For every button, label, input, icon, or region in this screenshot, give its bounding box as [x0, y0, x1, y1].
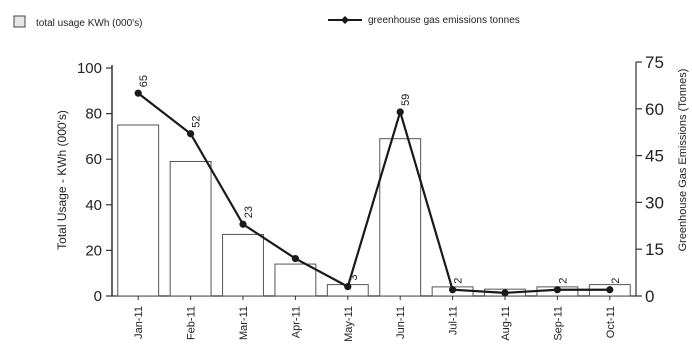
- line-point: [449, 286, 457, 294]
- line-point: [187, 130, 195, 138]
- bar: [169, 160, 212, 297]
- y2-tick-label: 45: [645, 147, 664, 166]
- y2-axis-ticks: 0 15 30 45 60 75: [636, 53, 664, 306]
- emissions-line: 65 52 23 3 59 2 2 2: [134, 75, 622, 297]
- line-point: [553, 286, 562, 294]
- line-point: [396, 108, 404, 116]
- data-label: 52: [191, 116, 203, 128]
- line-point: [291, 254, 299, 263]
- y2-tick-label: 15: [645, 240, 664, 259]
- y2-tick-label: 0: [645, 287, 654, 306]
- legend-bar-swatch: [13, 15, 26, 28]
- line-point: [344, 283, 352, 291]
- x-tick-label: Aug-11: [500, 306, 512, 341]
- y2-axis-title: Greenhouse Gas Emissions (Tonnes): [677, 69, 689, 252]
- y-tick-label: 20: [85, 242, 102, 259]
- data-label: 3: [348, 275, 360, 281]
- y-axis-title: Total Usage - KWh (000's): [55, 110, 69, 250]
- x-tick-label: Jul-11: [448, 306, 460, 335]
- data-label: 2: [557, 278, 569, 284]
- data-label: 23: [243, 206, 255, 218]
- bar: [222, 233, 264, 297]
- y2-tick-label: 60: [645, 100, 664, 119]
- x-tick-label: May-11: [343, 306, 355, 342]
- legend: total usage KWh (000's) greenhouse gas e…: [13, 15, 520, 29]
- y-tick-label: 60: [85, 151, 102, 168]
- y-tick-label: 100: [77, 60, 102, 77]
- x-tick-label: Apr-11: [290, 306, 302, 338]
- line-point: [134, 89, 142, 97]
- line-point: [606, 286, 614, 294]
- x-tick-label: Feb-11: [186, 306, 198, 340]
- line-point: [239, 220, 247, 228]
- data-label: 2: [610, 278, 622, 284]
- legend-bar-label: total usage KWh (000's): [36, 18, 142, 29]
- x-tick-label: Jan-11: [133, 306, 145, 339]
- bar: [274, 263, 317, 297]
- y-tick-label: 0: [94, 288, 102, 305]
- x-tick-label: Oct-11: [605, 306, 617, 338]
- y2-tick-label: 75: [645, 53, 664, 72]
- x-axis-ticks: Jan-11 Feb-11 Mar-11 Apr-11 May-11 Jun-11 Jul-…: [133, 296, 617, 342]
- bars: [117, 124, 631, 297]
- legend-line-label: greenhouse gas emissions tonnes: [368, 15, 520, 26]
- line-path: [137, 92, 610, 294]
- data-label: 2: [453, 278, 465, 284]
- y-tick-label: 40: [85, 197, 102, 214]
- y-axis-ticks: 0 20 40 60 80 100: [77, 60, 112, 305]
- x-tick-label: Mar-11: [238, 306, 250, 340]
- line-point: [501, 289, 509, 297]
- x-tick-label: Sep-11: [552, 306, 564, 341]
- bar: [117, 124, 160, 297]
- legend-line-marker: [341, 16, 349, 24]
- data-label: 59: [400, 94, 412, 106]
- data-label: 65: [138, 75, 150, 87]
- x-tick-label: Jun-11: [395, 306, 407, 339]
- y-tick-label: 80: [85, 106, 102, 123]
- y2-tick-label: 30: [645, 193, 664, 212]
